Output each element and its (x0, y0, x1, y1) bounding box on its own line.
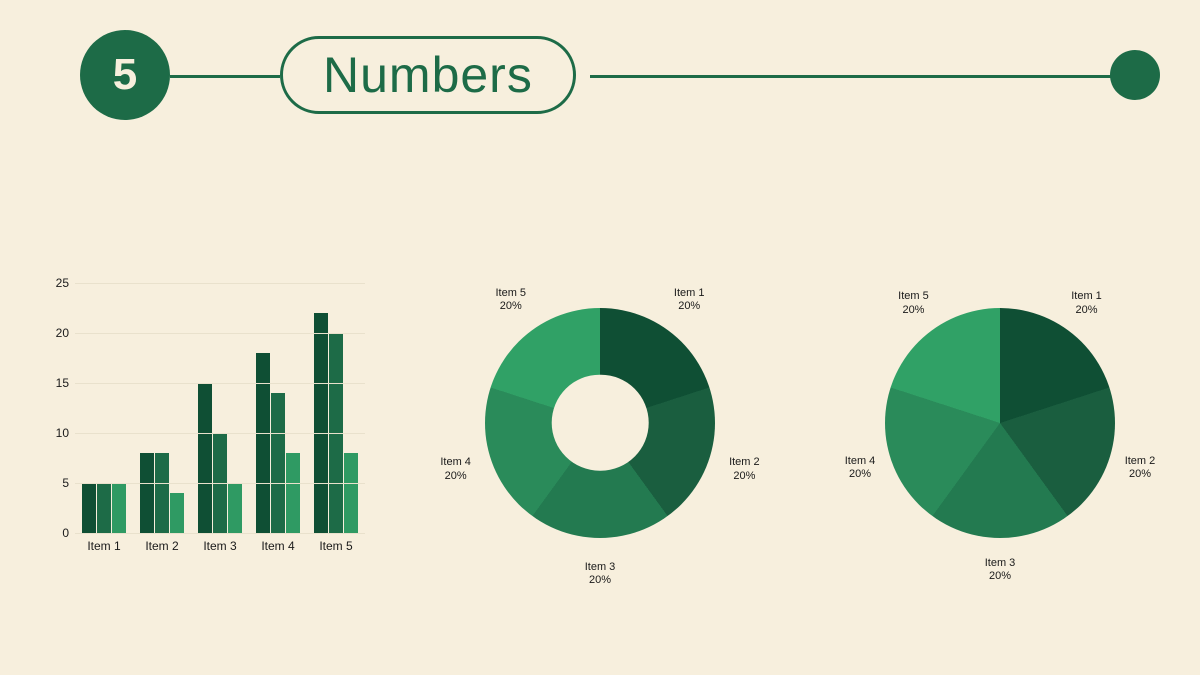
slice-pct: 20% (898, 303, 929, 316)
slice-name: Item 3 (985, 557, 1016, 570)
bar-ytick: 5 (45, 476, 69, 490)
bar (97, 483, 111, 533)
slice-pct: 20% (729, 469, 760, 482)
header-end-dot (1110, 50, 1160, 100)
slice-name: Item 1 (674, 287, 705, 300)
slice-label: Item 520% (898, 290, 929, 316)
slice-name: Item 4 (845, 455, 876, 468)
slice-name: Item 3 (585, 561, 616, 574)
slice-name: Item 5 (898, 290, 929, 303)
slide-header: 5 Numbers (0, 30, 1200, 120)
slice-pct: 20% (585, 574, 616, 587)
pie-chart: Item 120%Item 220%Item 320%Item 420%Item… (885, 308, 1115, 538)
donut-chart-slot: Item 120%Item 220%Item 320%Item 420%Item… (400, 210, 800, 635)
bar-groups: Item 1 Item 2 Item 3 Item 4 Item 5 (75, 283, 365, 533)
header-connector-right (590, 75, 1125, 78)
bar-gridline (75, 383, 365, 384)
slice-name: Item 2 (729, 456, 760, 469)
slice-pct: 20% (1071, 303, 1102, 316)
bar-xlabel: Item 2 (145, 539, 178, 553)
bar (256, 353, 270, 533)
slice-name: Item 5 (495, 287, 526, 300)
slice-pct: 20% (495, 300, 526, 313)
bar-gridline (75, 333, 365, 334)
bar-group: Item 4 (256, 283, 300, 533)
bar-gridline (75, 433, 365, 434)
slice-label: Item 220% (729, 456, 760, 482)
bar (286, 453, 300, 533)
bar-chart: Item 1Item 2Item 3Item 4Item 5 051015202… (35, 283, 365, 563)
slice-name: Item 2 (1125, 455, 1156, 468)
bar-ytick: 25 (45, 276, 69, 290)
bar (155, 453, 169, 533)
section-number-badge: 5 (80, 30, 170, 120)
slice-label: Item 420% (440, 456, 471, 482)
bar-ytick: 10 (45, 426, 69, 440)
bar-gridline (75, 283, 365, 284)
slice-pct: 20% (674, 300, 705, 313)
bar-xlabel: Item 3 (203, 539, 236, 553)
bar (228, 483, 242, 533)
pie-pie (885, 308, 1115, 538)
bar-group: Item 3 (198, 283, 242, 533)
slice-label: Item 420% (845, 455, 876, 481)
bar-gridline (75, 533, 365, 534)
slice-name: Item 1 (1071, 290, 1102, 303)
bar-ytick: 15 (45, 376, 69, 390)
bar (198, 383, 212, 533)
pie-chart-slot: Item 120%Item 220%Item 320%Item 420%Item… (800, 210, 1200, 635)
bar-group: Item 2 (140, 283, 184, 533)
bar (140, 453, 154, 533)
charts-row: Item 1 Item 2 Item 3 Item 4 Item 5 0 5 10 15 20 2… (0, 210, 1200, 635)
section-number: 5 (113, 50, 137, 100)
bar-xlabel: Item 1 (87, 539, 120, 553)
bar-plot-area: Item 1Item 2Item 3Item 4Item 5 051015202… (75, 283, 365, 533)
slice-label: Item 220% (1125, 455, 1156, 481)
slice-name: Item 4 (440, 456, 471, 469)
slice-label: Item 320% (585, 561, 616, 587)
bar (344, 453, 358, 533)
donut-hole (552, 374, 649, 471)
bar-group: Item 1 (82, 283, 126, 533)
bar (314, 313, 328, 533)
bar-ytick: 20 (45, 326, 69, 340)
bar (170, 493, 184, 533)
slice-label: Item 320% (985, 557, 1016, 583)
slice-pct: 20% (985, 570, 1016, 583)
slice-pct: 20% (1125, 468, 1156, 481)
slide-title-box: Numbers (280, 36, 576, 114)
slide-title: Numbers (323, 46, 533, 104)
bar (112, 483, 126, 533)
slice-label: Item 520% (495, 287, 526, 313)
slice-pct: 20% (440, 469, 471, 482)
header-connector-left (170, 75, 280, 78)
donut-chart: Item 120%Item 220%Item 320%Item 420%Item… (485, 308, 715, 538)
bar-xlabel: Item 4 (261, 539, 294, 553)
bar-gridline (75, 483, 365, 484)
bar (271, 393, 285, 533)
slice-label: Item 120% (674, 287, 705, 313)
bar-group: Item 5 (314, 283, 358, 533)
bar-chart-slot: Item 1 Item 2 Item 3 Item 4 Item 5 0 5 10 15 20 2… (0, 210, 400, 635)
bar-ytick: 0 (45, 526, 69, 540)
slice-label: Item 120% (1071, 290, 1102, 316)
bar-xlabel: Item 5 (319, 539, 352, 553)
bar (82, 483, 96, 533)
slice-pct: 20% (845, 468, 876, 481)
